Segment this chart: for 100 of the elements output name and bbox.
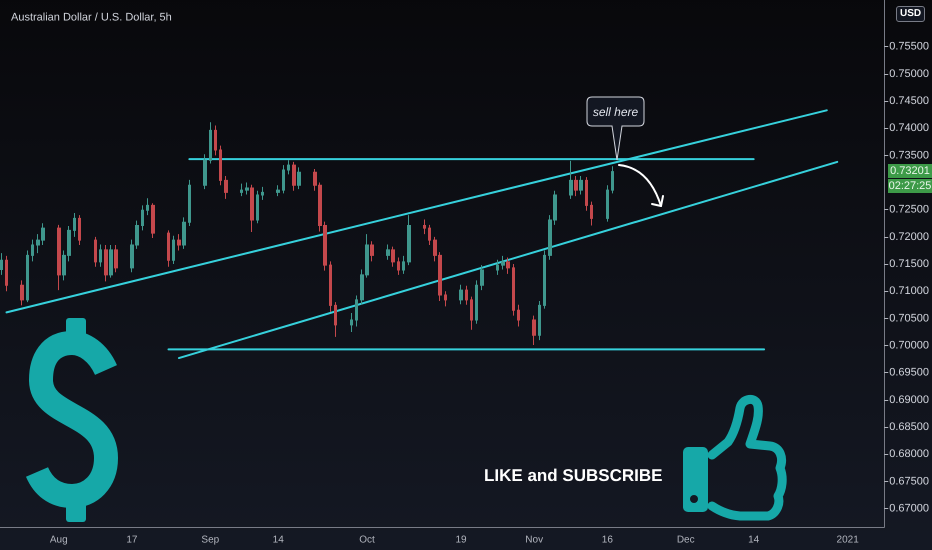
candlestick [57, 224, 61, 291]
y-tick-label: 0.70000 [889, 340, 930, 352]
candlestick [73, 212, 76, 238]
candlestick [151, 202, 155, 238]
text: 02:27:25 [888, 179, 932, 193]
candlestick [465, 285, 468, 306]
candlestick [172, 235, 175, 265]
x-tick-label: 2021 [836, 534, 860, 546]
candlestick [501, 255, 505, 270]
x-tick-label: Sep [201, 534, 220, 546]
candlestick [611, 166, 614, 194]
y-tick-label: 0.73500 [889, 149, 930, 162]
candlestick [282, 164, 285, 194]
y-tick-label: 0.71000 [889, 285, 930, 298]
y-tick-label: 0.69000 [889, 394, 930, 406]
candlestick [543, 250, 546, 310]
candlestick [532, 315, 536, 346]
candlestick [287, 160, 290, 175]
x-tick-label: 16 [602, 534, 614, 546]
y-tick-label: 0.68000 [889, 448, 930, 460]
y-tick-label: 0.74000 [889, 122, 930, 134]
candlestick [209, 122, 212, 164]
x-tick-label: Dec [676, 534, 695, 546]
candlestick [386, 244, 390, 260]
candlestick [355, 295, 358, 328]
x-tick-label: 14 [748, 534, 760, 546]
candlestick [391, 246, 395, 268]
candlestick [506, 257, 510, 274]
candlestick [512, 264, 515, 316]
candlestick [334, 302, 337, 338]
candlestick [261, 186, 264, 200]
candlestick [99, 244, 102, 268]
candlestick [167, 230, 170, 268]
candlestick [470, 296, 473, 330]
candlestick [496, 259, 499, 276]
candlestick [459, 284, 463, 305]
candlestick [94, 236, 97, 268]
candlestick [370, 240, 374, 262]
candlestick [574, 176, 578, 197]
candlestick [590, 201, 593, 226]
y-tick-label: 0.72500 [889, 204, 930, 216]
candlestick [182, 216, 186, 250]
y-tick-label: 0.69500 [889, 366, 930, 379]
candlestick [224, 176, 228, 200]
x-tick-label: 17 [126, 534, 138, 546]
candlestick [423, 218, 426, 235]
candlestick [292, 161, 296, 192]
candlestick [250, 184, 254, 232]
candlestick [188, 179, 191, 227]
annotation: sell here [592, 104, 640, 120]
candlestick [104, 244, 108, 282]
candlestick [109, 244, 113, 278]
candlestick [480, 264, 484, 291]
x-tick-label: 14 [272, 534, 284, 546]
x-tick-label: Oct [359, 534, 376, 546]
candlestick [276, 184, 280, 197]
y-tick-label: 0.70500 [889, 312, 930, 324]
y-axis-title: USD [896, 6, 926, 22]
candlestick [407, 214, 411, 266]
candlestick [579, 176, 583, 195]
candlestick [585, 176, 588, 212]
text: Australian Dollar / U.S. Dollar, 5h [11, 12, 172, 24]
candlestick [329, 260, 332, 312]
candlestick [146, 198, 149, 216]
candlestick [31, 239, 34, 262]
y-tick-label: 0.68500 [889, 421, 930, 434]
candlestick [444, 290, 447, 307]
x-tick-label: 19 [455, 534, 468, 546]
candlestick [0, 252, 3, 276]
x-tick-label: Nov [525, 534, 544, 546]
y-tick-label: 0.72000 [889, 230, 930, 243]
candlestick [428, 224, 431, 246]
candlestick [245, 182, 249, 195]
y-tick-label: 0.67500 [889, 475, 930, 488]
candlestick [397, 257, 400, 276]
candlestick [26, 250, 29, 303]
candlestick [538, 300, 541, 341]
candlestick [606, 184, 609, 222]
candlestick [350, 312, 353, 332]
candlestick [177, 234, 181, 251]
candlestick [219, 145, 222, 186]
candlestick [256, 190, 259, 224]
candlestick [297, 166, 301, 190]
y-tick-label: 0.71500 [889, 258, 930, 270]
y-tick-label: 0.67000 [889, 502, 930, 515]
y-tick-label: 0.75000 [889, 68, 930, 80]
x-tick-label: Aug [50, 534, 68, 546]
candlestick [475, 280, 478, 324]
candlestick [78, 214, 81, 246]
text: 0.73201 [888, 164, 932, 178]
candlestick [114, 244, 118, 273]
candlestick [569, 160, 573, 200]
y-tick-label: 0.74500 [889, 95, 930, 108]
candlestick [141, 204, 144, 231]
candlestick [20, 280, 24, 306]
annotation: LIKE and SUBSCRIBE [484, 466, 663, 485]
candlestick [5, 255, 8, 292]
candlestick [203, 154, 207, 190]
y-tick-label: 0.75500 [889, 40, 930, 53]
candlestick [402, 255, 405, 274]
